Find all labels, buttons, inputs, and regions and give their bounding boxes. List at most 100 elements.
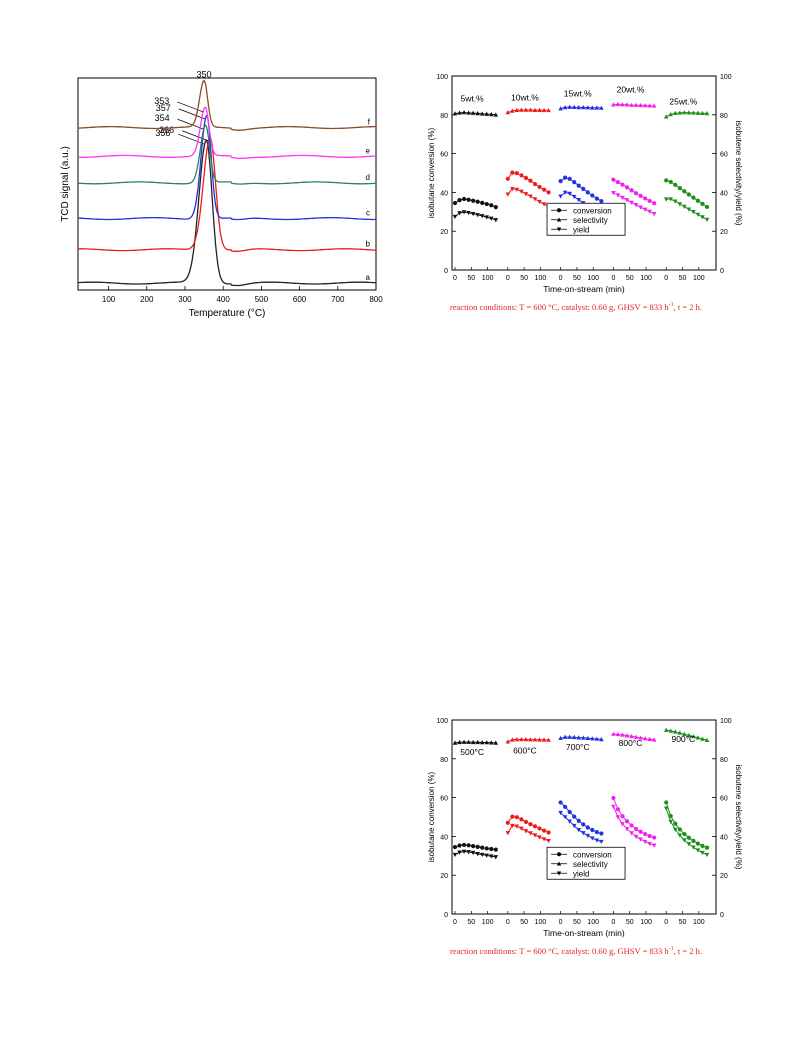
point-selectivity xyxy=(638,102,643,108)
point-yield xyxy=(629,831,634,836)
point-conversion xyxy=(686,835,691,840)
point-yield xyxy=(541,202,547,207)
point-conversion xyxy=(633,826,639,832)
point-selectivity xyxy=(704,737,710,742)
point-selectivity xyxy=(580,105,586,110)
series-line-selectivity xyxy=(560,106,602,110)
y2-tick-label: 40 xyxy=(720,190,728,197)
point-selectivity xyxy=(700,736,705,741)
point-conversion xyxy=(664,800,669,805)
x-tick-label: 0 xyxy=(453,919,457,926)
point-conversion xyxy=(475,199,480,204)
point-conversion xyxy=(572,814,577,819)
x-tick-label: 800 xyxy=(369,295,383,304)
point-conversion xyxy=(652,201,657,206)
series-label: a xyxy=(366,273,371,282)
point-selectivity xyxy=(567,734,572,739)
point-yield xyxy=(611,190,616,196)
x-tick-label: 0 xyxy=(559,275,563,282)
caption-lead: reaction conditions: T = 600 °C, catalys… xyxy=(450,302,669,312)
point-selectivity xyxy=(470,739,476,745)
point-selectivity xyxy=(611,102,616,107)
tpd-plot: 100 200 300 400 500 600 700 800 Temperature (°C)… xyxy=(60,69,383,319)
point-selectivity xyxy=(633,734,639,739)
legend-box xyxy=(546,846,626,880)
point-yield xyxy=(594,838,600,843)
x-axis-label: Time-on-stream (min) xyxy=(543,284,625,294)
point-selectivity xyxy=(479,111,485,116)
x-tick-label: 50 xyxy=(467,275,475,282)
point-yield xyxy=(537,199,542,205)
point-yield xyxy=(505,831,511,836)
point-selectivity xyxy=(624,733,630,738)
point-selectivity xyxy=(452,111,458,116)
point-selectivity xyxy=(484,111,490,116)
point-conversion xyxy=(691,195,696,200)
point-yield xyxy=(558,810,563,816)
point-selectivity xyxy=(567,104,572,109)
point-conversion xyxy=(576,183,581,188)
x-tick-label: 0 xyxy=(611,919,615,926)
y-axis-label: TCD signal (a.u.) xyxy=(60,146,71,222)
point-yield xyxy=(700,850,705,856)
caption-sup: -1 xyxy=(668,302,674,309)
point-conversion xyxy=(624,819,630,824)
point-selectivity xyxy=(668,728,674,733)
point-yield xyxy=(704,852,710,858)
x-tick-label: 50 xyxy=(467,919,475,926)
point-yield xyxy=(514,187,520,192)
peak-label: 366 xyxy=(159,125,174,135)
point-selectivity xyxy=(594,105,600,110)
series-curve-a xyxy=(78,139,377,287)
y-axis-label: isobutane conversion (%) xyxy=(427,128,436,219)
legend-entry: yield xyxy=(573,225,589,234)
group-label: 10wt.% xyxy=(511,92,539,102)
y-tick-label: 80 xyxy=(440,113,448,120)
point-yield xyxy=(590,836,595,841)
point-selectivity xyxy=(488,112,494,117)
point-conversion xyxy=(514,815,519,820)
point-conversion xyxy=(594,196,599,201)
point-yield xyxy=(651,211,657,217)
point-conversion xyxy=(677,827,682,832)
y-tick-label: 40 xyxy=(440,834,448,841)
series-curve-c xyxy=(77,115,376,221)
point-yield xyxy=(638,837,643,842)
series-line-conversion xyxy=(665,802,708,849)
point-conversion xyxy=(695,198,701,203)
y-tick-label: 20 xyxy=(440,873,448,880)
point-conversion xyxy=(638,193,643,198)
point-conversion xyxy=(700,843,705,849)
y2-tick-label: 60 xyxy=(720,796,728,803)
series-line-conversion xyxy=(454,198,496,208)
point-selectivity xyxy=(537,107,542,112)
point-selectivity xyxy=(532,737,538,742)
series-line-yield xyxy=(454,211,496,221)
series-label: b xyxy=(366,240,371,249)
x-axis-label: Temperature (°C) xyxy=(189,308,266,319)
point-yield xyxy=(523,192,529,197)
point-selectivity xyxy=(519,737,524,742)
series-line-yield xyxy=(665,808,708,856)
point-yield xyxy=(686,842,692,847)
series-line-conversion xyxy=(560,802,602,834)
point-yield xyxy=(457,850,462,855)
series-line-conversion xyxy=(454,844,496,851)
point-yield xyxy=(457,211,462,216)
point-conversion xyxy=(537,826,542,831)
point-conversion xyxy=(704,845,710,850)
point-selectivity xyxy=(541,737,547,742)
legend-marker xyxy=(556,227,562,232)
point-selectivity xyxy=(493,740,499,745)
series-line-yield xyxy=(666,198,708,221)
x-tick-label: 100 xyxy=(640,919,652,926)
x-tick-label: 100 xyxy=(482,919,494,926)
point-conversion xyxy=(615,807,621,812)
point-yield xyxy=(651,843,657,848)
point-yield xyxy=(682,838,687,843)
y2-tick-label: 80 xyxy=(720,113,728,120)
point-yield xyxy=(562,190,568,195)
point-conversion xyxy=(695,841,701,846)
point-selectivity xyxy=(576,735,582,740)
point-yield xyxy=(461,210,467,215)
